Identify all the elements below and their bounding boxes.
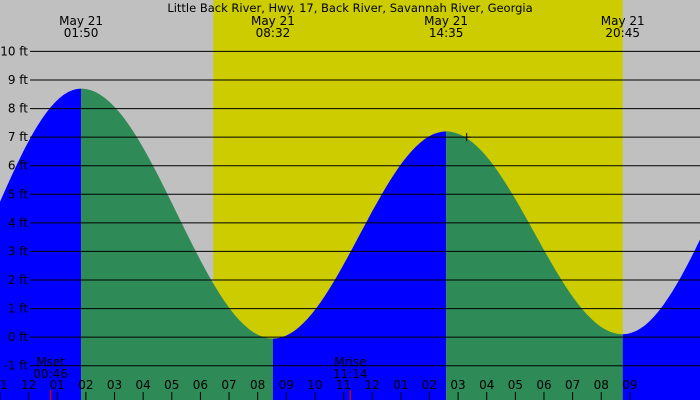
y-tick-label: 0 ft [8,330,28,344]
extremum-date-label: May 21 [59,14,103,28]
extremum-date-label: May 21 [251,14,295,28]
x-tick-label-group: 11 12 01 02 03 04 05 06 07 08 09 10 11 12 01 02 03 04 05 06… [0,378,637,400]
y-tick-label: 8 ft [8,102,28,116]
current-level-marker [462,133,471,142]
y-tick-label: 9 ft [8,73,28,87]
x-tick-label: 07 [565,378,580,392]
x-tick-label: 11 [0,378,8,392]
x-tick-label: 08 [594,378,609,392]
x-tick-label: 09 [622,378,637,392]
rising-tide-area [0,88,82,400]
tide-area-group [0,88,700,400]
falling-tide-area [446,131,623,400]
x-tick-label: 02 [78,378,93,392]
falling-tide-area [81,88,273,400]
y-tick-label: 1 ft [8,302,28,316]
y-tick-label: 4 ft [8,216,28,230]
rising-tide-area [272,131,447,400]
x-tick-label: 05 [508,378,523,392]
x-tick-label: 04 [136,378,151,392]
x-tick-label: 01 [393,378,408,392]
x-tick-label: 02 [422,378,437,392]
extremum-date-label: May 21 [601,14,645,28]
x-tick-label: 05 [164,378,179,392]
x-tick-label: 12 [21,378,36,392]
moon-event-label: Mset [36,355,65,369]
x-tick-label: 09 [279,378,294,392]
x-tick-label: 08 [250,378,265,392]
y-tick-label: 3 ft [8,244,28,258]
extremum-time-label: 01:50 [64,26,99,40]
y-tick-label: 10 ft [0,44,28,58]
x-tick-label: 04 [479,378,494,392]
x-tick-label: 11 [336,378,351,392]
y-tick-label: 6 ft [8,159,28,173]
moon-event-time: 00:46 [33,367,68,381]
moon-event-label: Mrise [334,355,366,369]
chart-title: Little Back River, Hwy. 17, Back River, … [167,1,532,15]
x-tick-label: 03 [107,378,122,392]
extremum-time-label: 20:45 [605,26,640,40]
y-tick-label: 7 ft [8,130,28,144]
moon-event-time: 11:14 [333,367,368,381]
y-tick-label: 2 ft [8,273,28,287]
extremum-time-label: 08:32 [256,26,291,40]
extremum-date-label: May 21 [424,14,468,28]
x-tick-label: 12 [365,378,380,392]
x-tick-label: 03 [450,378,465,392]
gridline-group [30,50,700,367]
y-tick-label: 5 ft [8,187,28,201]
extremum-time-label: 14:35 [429,26,464,40]
y-tick-label-group: -1 ft 0 ft 1 ft 2 ft 3 ft 4 ft 5 ft 6 ft 7 ft 8 f… [0,44,28,372]
x-tick-label: 06 [536,378,551,392]
x-tick-label: 10 [307,378,322,392]
x-tick-label: 01 [50,378,65,392]
x-tick-label: 07 [221,378,236,392]
x-tick-label: 06 [193,378,208,392]
y-tick-label: -1 ft [4,359,29,373]
